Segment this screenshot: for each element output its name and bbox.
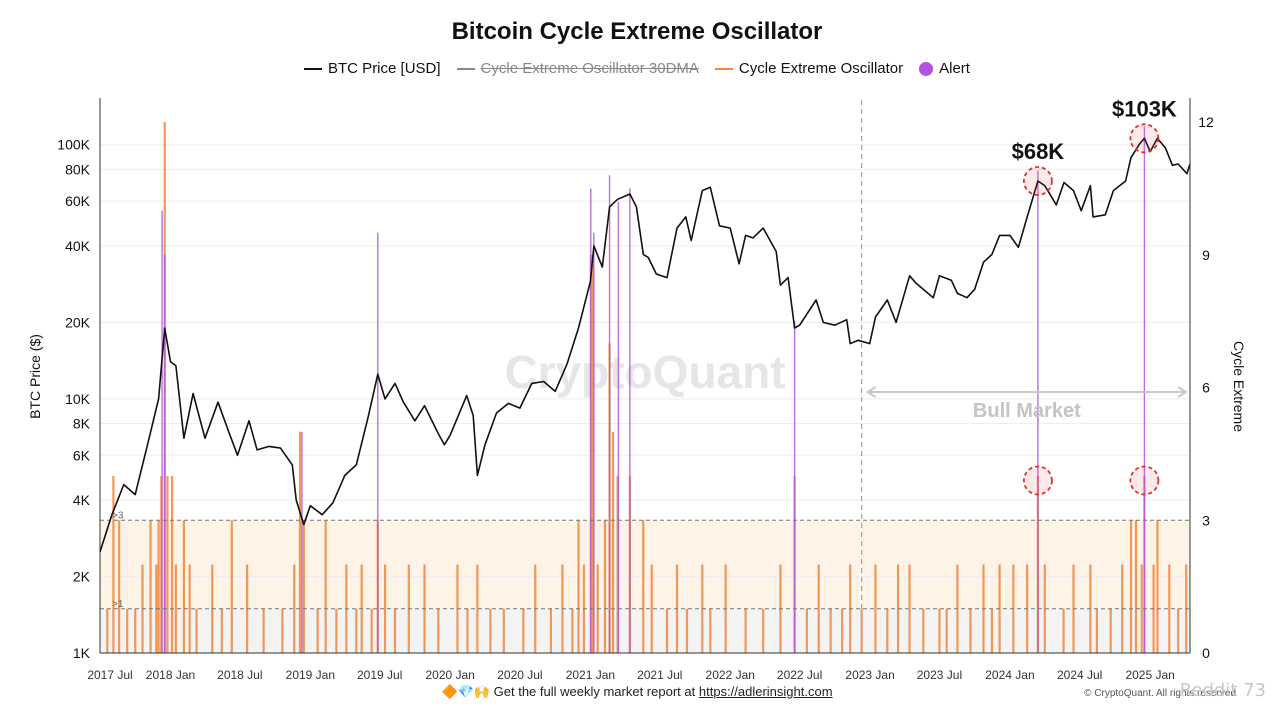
- highlight-circle: [1022, 166, 1053, 196]
- x-tick-label: 2020 Jan: [425, 668, 474, 682]
- footer: 🔶💎🙌 Get the full weekly market report at…: [0, 684, 1274, 700]
- arrow-head-left: [865, 386, 877, 398]
- highlight-circle: [1129, 123, 1160, 154]
- x-tick-label: 2019 Jul: [357, 668, 402, 682]
- left-tick-label: 20K: [65, 314, 91, 330]
- threshold-label: >1: [112, 599, 124, 610]
- highlight-circle: [1022, 465, 1053, 496]
- right-tick-label: 6: [1202, 380, 1210, 396]
- legend-line-swatch: [304, 67, 323, 70]
- highlight-circle: [1129, 465, 1160, 496]
- x-tick-label: 2023 Jul: [917, 668, 962, 682]
- x-tick-label: 2025 Jan: [1125, 668, 1174, 682]
- left-tick-label: 60K: [65, 193, 91, 209]
- x-tick-label: 2018 Jul: [217, 668, 262, 682]
- left-tick-label: 1K: [73, 645, 91, 661]
- left-tick-label: 6K: [73, 447, 91, 463]
- legend-label: Cycle Extreme Oscillator 30DMA: [480, 60, 699, 77]
- legend-item-btc-price[interactable]: BTC Price [USD]: [304, 60, 441, 77]
- right-tick-label: 3: [1202, 512, 1210, 528]
- legend-label: BTC Price [USD]: [328, 60, 441, 77]
- price-annotation: $103K: [1112, 96, 1177, 121]
- right-tick-label: 12: [1198, 114, 1214, 130]
- bull-market-label: Bull Market: [973, 400, 1081, 422]
- arrow-head-right: [1177, 386, 1188, 398]
- btc-price-line: [99, 137, 1191, 553]
- legend-dot-swatch: [919, 61, 934, 76]
- right-tick-label: 0: [1202, 645, 1210, 661]
- x-tick-label: 2021 Jan: [566, 668, 615, 682]
- x-tick-label: 2017 Jul: [87, 668, 132, 682]
- reddit-watermark: Reddit 73: [1179, 680, 1266, 701]
- right-axis-title: Cycle Extreme: [1231, 341, 1247, 432]
- legend-label: Alert: [939, 60, 970, 77]
- footer-text: Get the full weekly market report at: [493, 684, 696, 699]
- cryptoquant-watermark: CryptoQuant: [504, 346, 785, 398]
- left-tick-label: 80K: [65, 161, 91, 177]
- legend-item-oscillator[interactable]: Cycle Extreme Oscillator: [714, 60, 904, 77]
- x-tick-label: 2023 Jan: [845, 668, 894, 682]
- x-tick-label: 2022 Jan: [706, 668, 755, 682]
- legend-label: Cycle Extreme Oscillator: [738, 60, 904, 77]
- footer-emoji: 🔶💎🙌: [441, 684, 491, 699]
- left-axis-title: BTC Price ($): [27, 334, 43, 419]
- x-tick-label: 2018 Jan: [146, 668, 195, 682]
- legend-item-oscillator-30dma[interactable]: Cycle Extreme Oscillator 30DMA: [456, 60, 699, 77]
- x-tick-label: 2022 Jul: [777, 668, 822, 682]
- left-tick-label: 2K: [73, 569, 91, 585]
- threshold-band: [100, 520, 1190, 609]
- legend-item-alert[interactable]: Alert: [919, 60, 970, 77]
- left-tick-label: 40K: [65, 238, 91, 254]
- threshold-label: >3: [112, 510, 124, 521]
- right-tick-label: 9: [1202, 247, 1210, 263]
- left-tick-label: 4K: [73, 492, 91, 508]
- left-tick-label: 100K: [57, 137, 90, 153]
- legend-line-swatch: [714, 67, 733, 70]
- legend-line-swatch: [456, 67, 475, 70]
- footer-link[interactable]: https://adlerinsight.com: [698, 684, 833, 699]
- x-tick-label: 2021 Jul: [637, 668, 682, 682]
- x-tick-label: 2024 Jul: [1057, 668, 1102, 682]
- x-tick-label: 2020 Jul: [497, 668, 542, 682]
- x-tick-label: 2019 Jan: [286, 668, 335, 682]
- left-tick-label: 8K: [73, 416, 91, 432]
- left-tick-label: 10K: [65, 391, 91, 407]
- price-annotation: $68K: [1012, 139, 1065, 164]
- copyright-text: © CryptoQuant. All rights reserved: [1084, 688, 1236, 699]
- x-tick-label: 2024 Jan: [985, 668, 1034, 682]
- chart-legend: BTC Price [USD] Cycle Extreme Oscillator…: [0, 60, 1274, 77]
- chart-title: Bitcoin Cycle Extreme Oscillator: [451, 18, 823, 45]
